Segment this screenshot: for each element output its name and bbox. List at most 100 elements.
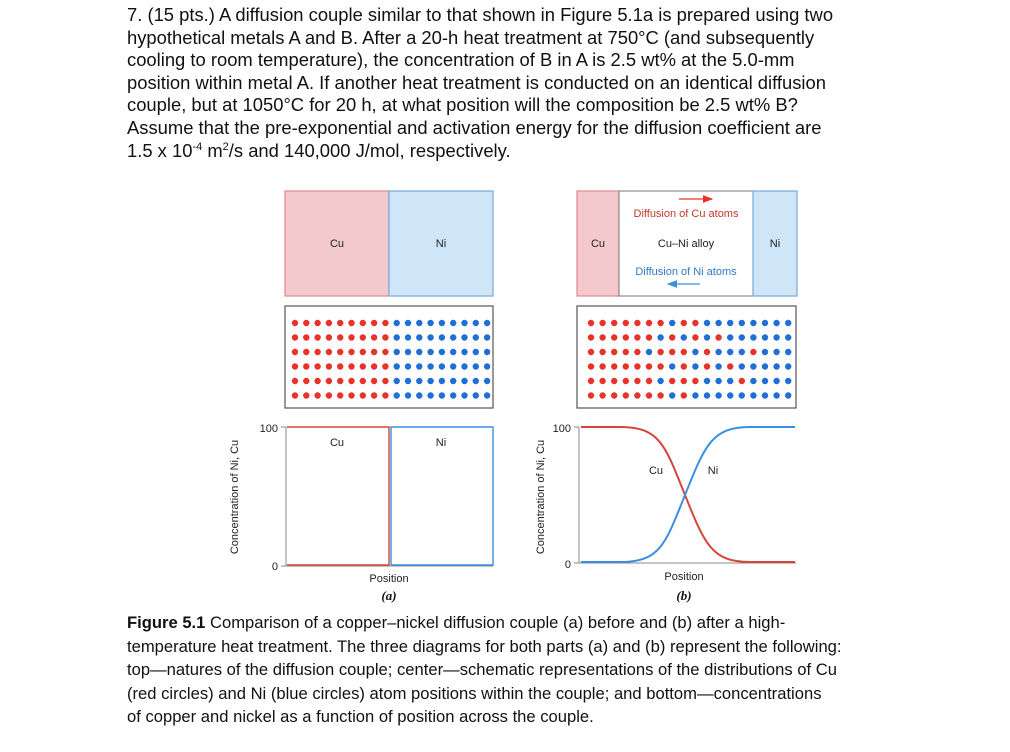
cu-atom — [359, 319, 366, 327]
cu-atom — [634, 348, 641, 356]
cu-atom — [611, 363, 618, 370]
cu-atom — [599, 334, 606, 341]
cu-atom — [337, 319, 344, 327]
problem-line-4: position within metal A. If another heat… — [127, 71, 826, 93]
problem-line-1: 7. (15 pts.) A diffusion couple similar … — [127, 4, 834, 25]
ni-atom — [785, 334, 792, 341]
cu-atom — [359, 392, 366, 399]
ni-atom — [727, 319, 734, 327]
ni-atom — [393, 392, 400, 399]
ni-atom — [404, 348, 412, 356]
ni-atom — [404, 392, 412, 399]
cu-atom — [680, 392, 687, 399]
ni-atom — [483, 334, 491, 341]
ni-atom — [715, 348, 722, 356]
ni-atom — [404, 363, 412, 370]
cu-atom — [669, 377, 676, 385]
cu-plot-label-a: Cu — [330, 437, 344, 449]
ni-atom — [785, 377, 792, 385]
ni-atom — [703, 392, 711, 399]
problem-statement: 7. (15 pts.) A diffusion couple similar … — [127, 4, 927, 162]
ni-atom — [427, 377, 434, 385]
ni-atom — [404, 334, 412, 341]
ni-atom — [761, 392, 769, 399]
cu-curve-label: Cu — [649, 465, 663, 477]
caption-line-2: temperature heat treatment. The three di… — [127, 636, 842, 656]
ni-atom — [669, 319, 676, 327]
ni-atom — [438, 334, 446, 341]
ni-atom — [773, 348, 780, 356]
cu-atom — [303, 392, 310, 399]
ni-label-a: Ni — [436, 238, 446, 250]
ni-atom — [461, 319, 468, 327]
cu-atom — [599, 319, 606, 327]
ni-atom — [773, 377, 780, 385]
cu-atom — [348, 334, 355, 341]
cu-atom — [382, 392, 389, 399]
ni-atom — [750, 319, 757, 327]
ni-atom — [738, 319, 745, 327]
cu-atom — [314, 363, 321, 370]
ni-atom — [727, 392, 734, 399]
cu-atom — [382, 319, 389, 327]
cu-atom — [325, 392, 333, 399]
cu-atom — [291, 392, 299, 399]
panel-label-a: (a) — [381, 588, 396, 603]
ni-atom — [472, 363, 479, 370]
ni-atom — [472, 348, 479, 356]
y-tick-0-b: 0 — [565, 559, 571, 571]
ni-atom — [715, 319, 722, 327]
cu-atom — [645, 363, 653, 370]
cu-atom — [645, 334, 653, 341]
cu-atom — [634, 392, 641, 399]
ni-atom — [393, 363, 400, 370]
cu-atom — [314, 348, 321, 356]
ni-atom — [483, 377, 491, 385]
ni-atom — [715, 377, 722, 385]
ni-atom — [738, 334, 745, 341]
alloy-block-b — [618, 190, 754, 297]
ni-label-b: Ni — [770, 238, 780, 250]
cu-atom — [325, 319, 333, 327]
ni-atom — [761, 334, 769, 341]
cu-atom — [587, 377, 595, 385]
ni-atom — [438, 392, 446, 399]
cu-atom — [645, 319, 653, 327]
ni-atom — [761, 363, 769, 370]
couple-a: Cu Ni — [284, 190, 494, 297]
ni-atom — [472, 392, 479, 399]
ni-atom — [727, 334, 734, 341]
cu-atom — [622, 334, 629, 341]
cu-atom — [370, 334, 378, 341]
cu-atom — [611, 377, 618, 385]
y-tick-100-b: 100 — [553, 423, 571, 435]
cu-atom — [645, 392, 653, 399]
ni-atom — [738, 392, 745, 399]
cu-atom — [622, 348, 629, 356]
cu-atom — [680, 377, 687, 385]
cu-atom — [669, 334, 676, 341]
cu-atom — [348, 392, 355, 399]
cu-atom — [645, 377, 653, 385]
cu-atom — [657, 363, 664, 370]
ni-atom — [416, 392, 423, 399]
ni-atom — [472, 319, 479, 327]
atom-grid-a — [291, 319, 491, 399]
ni-atom — [416, 377, 423, 385]
cu-atom — [657, 319, 664, 327]
cu-atom — [337, 334, 344, 341]
cu-atom — [370, 348, 378, 356]
ni-atom — [645, 348, 653, 356]
ni-atom — [427, 319, 434, 327]
caption-line-3: top—natures of the diffusion couple; cen… — [127, 660, 837, 679]
cu-atom — [370, 377, 378, 385]
ni-atom — [483, 348, 491, 356]
ni-atom — [669, 363, 676, 370]
cu-concentration-curve — [581, 426, 795, 563]
caption-line-1: Figure 5.1 Comparison of a copper–nickel… — [127, 613, 786, 632]
ni-atom — [680, 334, 687, 341]
ni-atom — [427, 363, 434, 370]
ni-atom — [461, 363, 468, 370]
cu-atom — [291, 363, 299, 370]
cu-atom — [599, 392, 606, 399]
